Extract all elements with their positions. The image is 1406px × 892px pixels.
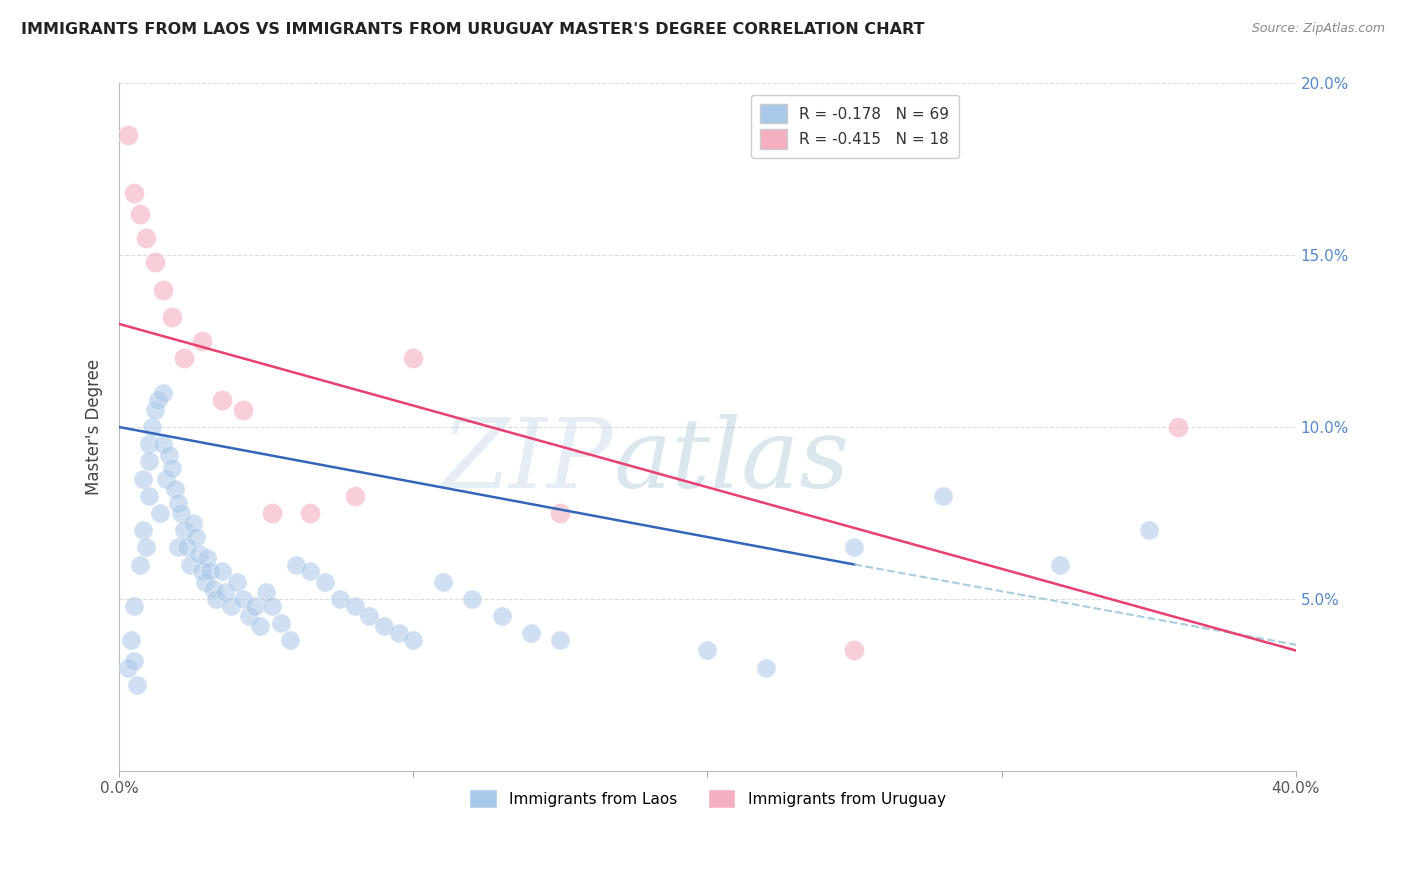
Point — [157, 448, 180, 462]
Point — [284, 558, 307, 572]
Point — [167, 496, 190, 510]
Point — [138, 454, 160, 468]
Point — [170, 506, 193, 520]
Point — [167, 541, 190, 555]
Point — [359, 609, 381, 624]
Point — [179, 558, 201, 572]
Point — [270, 615, 292, 630]
Point — [143, 255, 166, 269]
Point — [225, 574, 247, 589]
Point — [219, 599, 242, 613]
Point — [187, 547, 209, 561]
Point — [238, 609, 260, 624]
Point — [141, 420, 163, 434]
Point — [173, 351, 195, 366]
Point — [184, 530, 207, 544]
Point — [190, 334, 212, 348]
Point — [205, 591, 228, 606]
Point — [343, 599, 366, 613]
Point — [232, 591, 254, 606]
Text: Source: ZipAtlas.com: Source: ZipAtlas.com — [1251, 22, 1385, 36]
Point — [122, 186, 145, 201]
Point — [152, 437, 174, 451]
Text: ZIP: ZIP — [441, 415, 613, 508]
Point — [132, 472, 155, 486]
Point — [197, 550, 219, 565]
Point — [299, 565, 322, 579]
Point — [249, 619, 271, 633]
Point — [550, 506, 572, 520]
Point — [128, 558, 150, 572]
Point — [143, 403, 166, 417]
Point — [844, 643, 866, 657]
Point — [314, 574, 336, 589]
Point — [200, 565, 222, 579]
Text: atlas: atlas — [613, 415, 849, 508]
Point — [176, 541, 198, 555]
Point — [160, 310, 183, 324]
Point — [299, 506, 322, 520]
Point — [117, 128, 139, 142]
Text: IMMIGRANTS FROM LAOS VS IMMIGRANTS FROM URUGUAY MASTER'S DEGREE CORRELATION CHAR: IMMIGRANTS FROM LAOS VS IMMIGRANTS FROM … — [21, 22, 925, 37]
Point — [135, 231, 157, 245]
Point — [343, 489, 366, 503]
Point — [138, 489, 160, 503]
Point — [122, 654, 145, 668]
Point — [120, 633, 142, 648]
Point — [388, 626, 411, 640]
Point — [402, 351, 425, 366]
Point — [278, 633, 301, 648]
Point — [149, 506, 172, 520]
Point — [193, 574, 215, 589]
Point — [165, 482, 187, 496]
Point — [132, 523, 155, 537]
Point — [243, 599, 266, 613]
Point — [550, 633, 572, 648]
Point — [262, 599, 284, 613]
Point — [254, 585, 277, 599]
Point — [122, 599, 145, 613]
Point — [155, 472, 177, 486]
Point — [152, 283, 174, 297]
Point — [520, 626, 543, 640]
Point — [432, 574, 454, 589]
Point — [329, 591, 352, 606]
Point — [135, 541, 157, 555]
Point — [211, 565, 233, 579]
Point — [755, 660, 778, 674]
Point — [211, 392, 233, 407]
Point — [117, 660, 139, 674]
Point — [173, 523, 195, 537]
Point — [181, 516, 204, 531]
Point — [160, 461, 183, 475]
Point — [125, 678, 148, 692]
Point — [844, 541, 866, 555]
Point — [373, 619, 395, 633]
Point — [262, 506, 284, 520]
Point — [1049, 558, 1071, 572]
Y-axis label: Master's Degree: Master's Degree — [86, 359, 103, 495]
Point — [152, 385, 174, 400]
Point — [146, 392, 169, 407]
Point — [1167, 420, 1189, 434]
Point — [202, 582, 225, 596]
Legend: Immigrants from Laos, Immigrants from Uruguay: Immigrants from Laos, Immigrants from Ur… — [463, 783, 952, 814]
Point — [402, 633, 425, 648]
Point — [1137, 523, 1160, 537]
Point — [461, 591, 484, 606]
Point — [931, 489, 953, 503]
Point — [232, 403, 254, 417]
Point — [138, 437, 160, 451]
Point — [214, 585, 236, 599]
Point — [128, 207, 150, 221]
Point — [696, 643, 718, 657]
Point — [491, 609, 513, 624]
Point — [190, 565, 212, 579]
